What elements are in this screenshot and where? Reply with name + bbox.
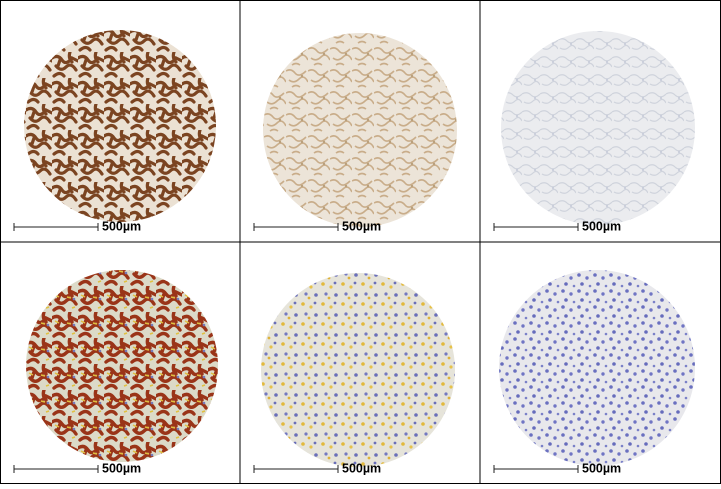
panel: 500µm	[493, 31, 695, 233]
panel: 500µm	[253, 33, 457, 233]
tissue-core	[261, 273, 455, 467]
scale-label: 500µm	[342, 219, 381, 233]
tissue-core	[26, 270, 218, 462]
tissue-core	[501, 31, 695, 225]
tissue-core	[263, 33, 457, 227]
scale-label: 500µm	[102, 461, 141, 475]
scale-label: 500µm	[582, 219, 621, 233]
panel: 500µm	[253, 273, 455, 475]
scale-label: 500µm	[342, 461, 381, 475]
tissue-core	[24, 30, 216, 222]
panel: 500µm	[13, 30, 216, 233]
panel: 500µm	[13, 270, 218, 475]
panel: 500µm	[493, 270, 695, 475]
scale-label: 500µm	[582, 461, 621, 475]
scale-label: 500µm	[102, 219, 141, 233]
tissue-core	[499, 270, 695, 466]
